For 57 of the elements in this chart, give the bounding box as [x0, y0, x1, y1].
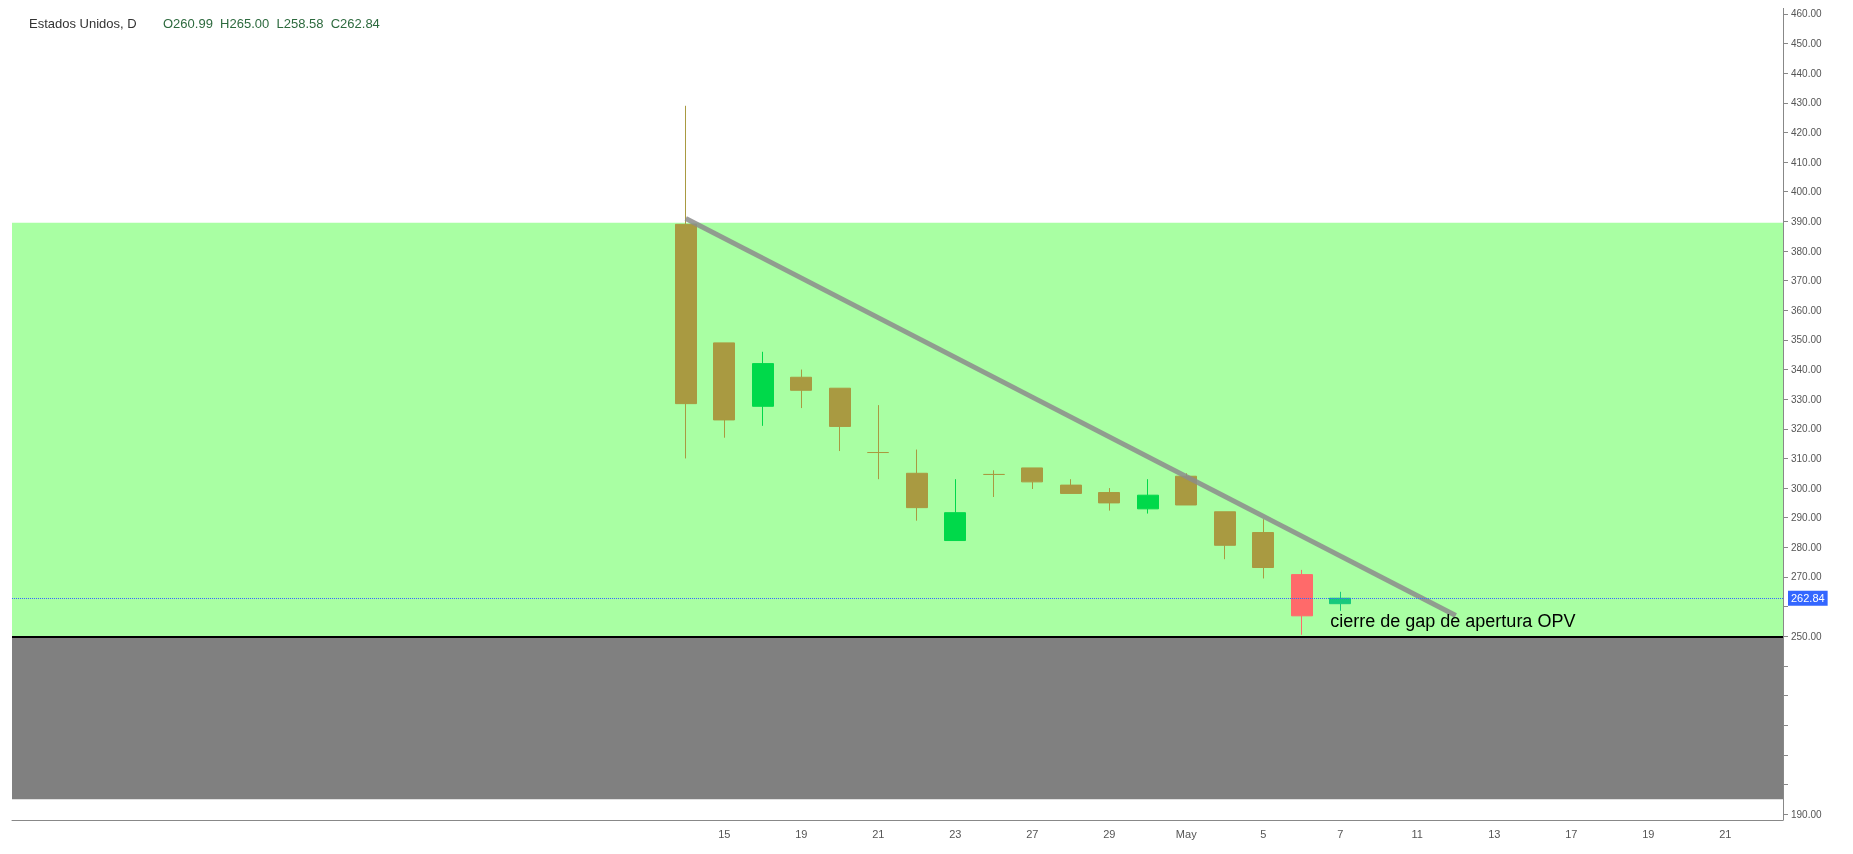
candlestick	[944, 478, 966, 542]
y-tick-label: 320.00	[1791, 423, 1823, 435]
y-tick-label: 410.00	[1791, 156, 1823, 168]
x-tick-label: 27	[1026, 827, 1039, 840]
candlestick	[829, 387, 851, 452]
x-tick-label: 21	[1719, 827, 1732, 840]
x-tick-label: May	[1175, 827, 1198, 840]
candlestick	[1329, 591, 1351, 612]
y-tick-label: 250.00	[1791, 630, 1823, 642]
y-tick-label: 300.00	[1791, 482, 1823, 494]
y-tick-label: 460.00	[1791, 8, 1823, 20]
x-tick-label: 17	[1565, 827, 1578, 840]
candlestick	[1021, 467, 1043, 490]
candlestick	[1137, 478, 1159, 515]
y-tick-label: 340.00	[1791, 364, 1823, 376]
x-tick-label: 21	[872, 827, 885, 840]
candlestick	[675, 105, 697, 459]
y-tick-label: 270.00	[1791, 571, 1823, 583]
y-tick-label: 420.00	[1791, 126, 1823, 138]
candlestick	[752, 351, 774, 427]
y-tick-label: 290.00	[1791, 512, 1823, 524]
x-tick-label: 19	[795, 827, 808, 840]
candlestick	[906, 449, 928, 522]
x-tick-label: 13	[1488, 827, 1501, 840]
y-tick-label: 440.00	[1791, 67, 1823, 79]
y-tick-label: 380.00	[1791, 245, 1823, 257]
candlestick	[1214, 511, 1236, 560]
candlestick	[713, 342, 735, 439]
candlestick	[983, 469, 1005, 498]
annotation: cierre de gap de apertura OPV	[1330, 611, 1576, 632]
x-tick-label: 5	[1260, 827, 1267, 840]
candlestick	[1291, 569, 1313, 636]
x-tick-label: 29	[1103, 827, 1116, 840]
candlestick	[790, 369, 812, 409]
x-tick-label: 23	[949, 827, 962, 840]
y-tick-label: 310.00	[1791, 452, 1823, 464]
y-tick-label: 190.00	[1791, 808, 1823, 820]
y-tick-label: 280.00	[1791, 541, 1823, 553]
y-tick-label: 400.00	[1791, 186, 1823, 198]
ref-line-label: 262.84	[1791, 592, 1825, 605]
y-tick-label: 450.00	[1791, 38, 1823, 50]
x-tick-label: 7	[1337, 827, 1344, 840]
x-tick-label: 19	[1642, 827, 1655, 840]
x-tick-label: 15	[718, 827, 731, 840]
y-tick-label: 370.00	[1791, 275, 1823, 287]
y-tick-label: 330.00	[1791, 393, 1823, 405]
text: Estados Unidos, D	[29, 16, 137, 31]
candlestick	[867, 404, 889, 480]
y-tick-label: 430.00	[1791, 97, 1823, 109]
candlestick	[1252, 518, 1274, 579]
x-tick-label: 11	[1411, 827, 1423, 840]
y-tick-label: 390.00	[1791, 215, 1823, 227]
candlestick	[1060, 478, 1082, 494]
text: O260.99 H265.00 L258.58 C262.84	[163, 16, 380, 31]
candlestick	[1098, 487, 1120, 512]
y-tick-label: 350.00	[1791, 334, 1823, 346]
y-tick-label: 360.00	[1791, 304, 1823, 316]
